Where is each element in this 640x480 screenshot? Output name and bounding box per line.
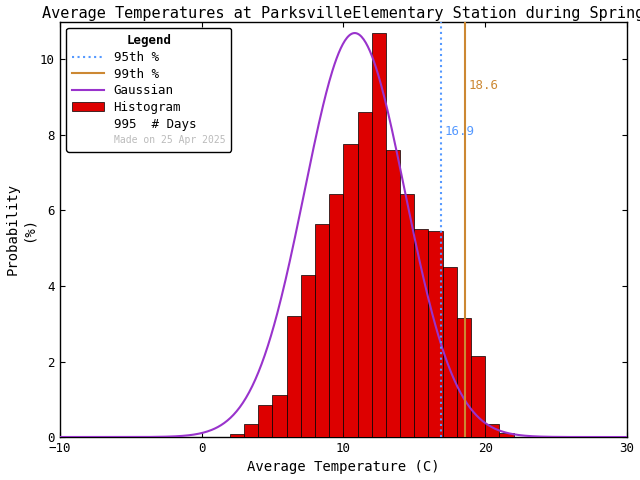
Bar — [301, 275, 315, 437]
Bar — [428, 231, 443, 437]
Bar — [372, 33, 386, 437]
Text: 18.6: 18.6 — [468, 79, 498, 93]
Bar — [344, 144, 358, 437]
Bar — [386, 150, 400, 437]
Bar — [273, 396, 287, 437]
Bar — [315, 224, 329, 437]
Bar — [457, 318, 471, 437]
Bar — [414, 229, 428, 437]
X-axis label: Average Temperature (C): Average Temperature (C) — [247, 460, 440, 474]
Bar — [329, 193, 344, 437]
Title: Average Temperatures at ParksvilleElementary Station during Spring: Average Temperatures at ParksvilleElemen… — [42, 6, 640, 21]
Legend: 95th %, 99th %, Gaussian, Histogram, 995  # Days, Made on 25 Apr 2025: 95th %, 99th %, Gaussian, Histogram, 995… — [66, 28, 232, 152]
Bar — [499, 433, 513, 437]
Y-axis label: Probability
(%): Probability (%) — [6, 183, 36, 276]
Bar — [485, 424, 499, 437]
Bar — [230, 434, 244, 437]
Bar — [259, 405, 273, 437]
Bar — [471, 356, 485, 437]
Text: 16.9: 16.9 — [444, 125, 474, 138]
Bar — [400, 193, 414, 437]
Bar — [244, 424, 259, 437]
Bar — [287, 316, 301, 437]
Bar — [358, 112, 372, 437]
Bar — [443, 267, 457, 437]
